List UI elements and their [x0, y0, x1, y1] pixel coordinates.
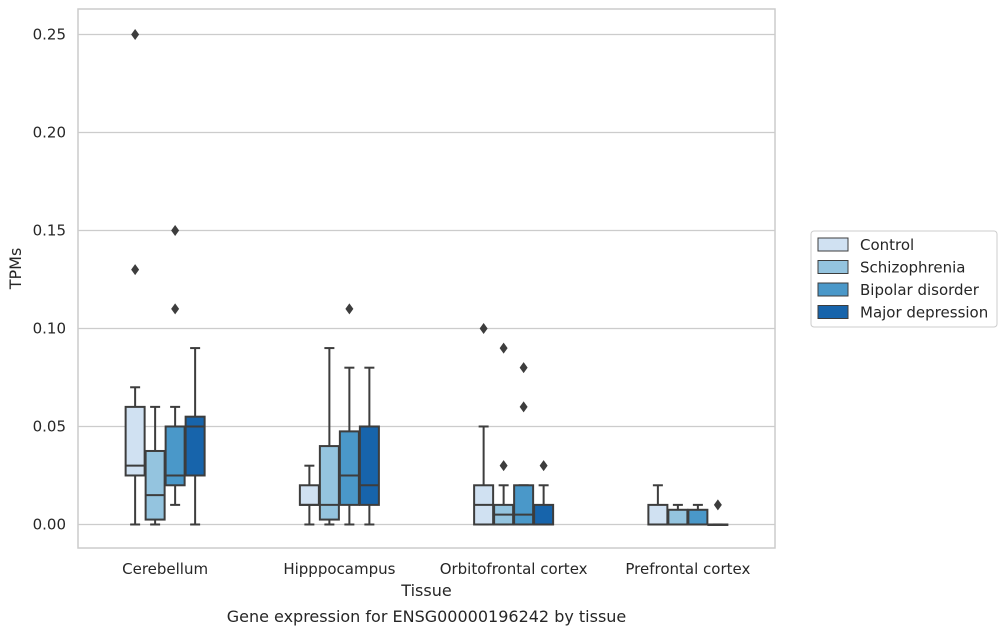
box-major-depression — [358, 366, 380, 526]
outlier-point — [479, 322, 488, 334]
box-body — [513, 484, 535, 526]
boxes — [124, 28, 729, 526]
box-body — [687, 508, 709, 526]
box-major-depression — [533, 460, 555, 526]
y-tick-label: 0.05 — [33, 417, 66, 435]
legend-swatch — [817, 260, 849, 274]
legend: Control Schizophrenia Bipolar disorder Majo… — [810, 230, 998, 328]
legend-label: Major depression — [860, 304, 988, 322]
x-tick-label: Hipppocampus — [283, 560, 395, 578]
outlier-point — [131, 264, 140, 276]
x-tick-label: Prefrontal cortex — [625, 560, 750, 578]
legend-label: Bipolar disorder — [860, 281, 980, 299]
legend-swatch — [817, 237, 849, 252]
box-bipolar-disorder — [338, 303, 360, 526]
x-tick-label: Orbitofrontal cortex — [440, 560, 588, 578]
y-tick-labels: 0.00 0.05 0.10 0.15 0.20 0.25 — [33, 25, 66, 533]
box-schizophrenia — [144, 405, 166, 526]
outlier-point — [519, 401, 528, 413]
x-axis-label: Tissue — [400, 581, 451, 600]
outlier-point — [713, 499, 722, 511]
box-control — [473, 322, 495, 526]
x-tick-label: Cerebellum — [122, 560, 208, 578]
y-tick-label: 0.00 — [33, 515, 66, 533]
legend-frame — [810, 230, 998, 328]
outlier-point — [131, 28, 140, 40]
plot-frame — [77, 8, 776, 549]
box-body — [533, 503, 555, 526]
box-body — [184, 415, 206, 477]
box-body — [124, 405, 146, 477]
box-major-depression — [707, 499, 729, 526]
y-tick-label: 0.25 — [33, 25, 66, 43]
box-schizophrenia — [493, 342, 515, 526]
legend-swatch — [817, 282, 849, 297]
outlier-point — [171, 303, 180, 315]
box-control — [647, 484, 669, 526]
box-major-depression — [184, 347, 206, 526]
y-tick-label: 0.20 — [33, 123, 66, 141]
box-body — [318, 445, 340, 521]
outlier-point — [519, 362, 528, 374]
box-bipolar-disorder — [513, 362, 535, 526]
legend-item: Major depression — [817, 304, 988, 322]
outlier-point — [345, 303, 354, 315]
box-body — [667, 508, 689, 526]
box-body — [647, 503, 669, 526]
box-body — [144, 449, 166, 521]
box-schizophrenia — [667, 503, 689, 526]
y-axis-label: TPMs — [6, 248, 25, 291]
box-body — [338, 430, 360, 506]
legend-label: Schizophrenia — [860, 259, 965, 277]
legend-swatch — [817, 305, 849, 319]
legend-item: Schizophrenia — [817, 259, 965, 277]
outlier-point — [499, 342, 508, 354]
box-schizophrenia — [318, 347, 340, 526]
legend-label: Control — [860, 236, 914, 254]
outlier-point — [499, 460, 508, 472]
box-control — [298, 464, 320, 526]
box-control — [124, 28, 146, 526]
legend-item: Control — [817, 236, 914, 254]
chart-caption: Gene expression for ENSG00000196242 by t… — [227, 607, 627, 626]
outlier-point — [171, 224, 180, 236]
y-tick-label: 0.15 — [33, 221, 66, 239]
box-bipolar-disorder — [164, 224, 186, 506]
box-bipolar-disorder — [687, 503, 709, 526]
legend-item: Bipolar disorder — [817, 281, 980, 299]
box-body — [298, 484, 320, 506]
box-body — [358, 425, 380, 506]
outlier-point — [539, 460, 548, 472]
y-tick-label: 0.10 — [33, 319, 66, 337]
x-tick-labels: Cerebellum Hipppocampus Orbitofrontal cort… — [122, 560, 750, 578]
